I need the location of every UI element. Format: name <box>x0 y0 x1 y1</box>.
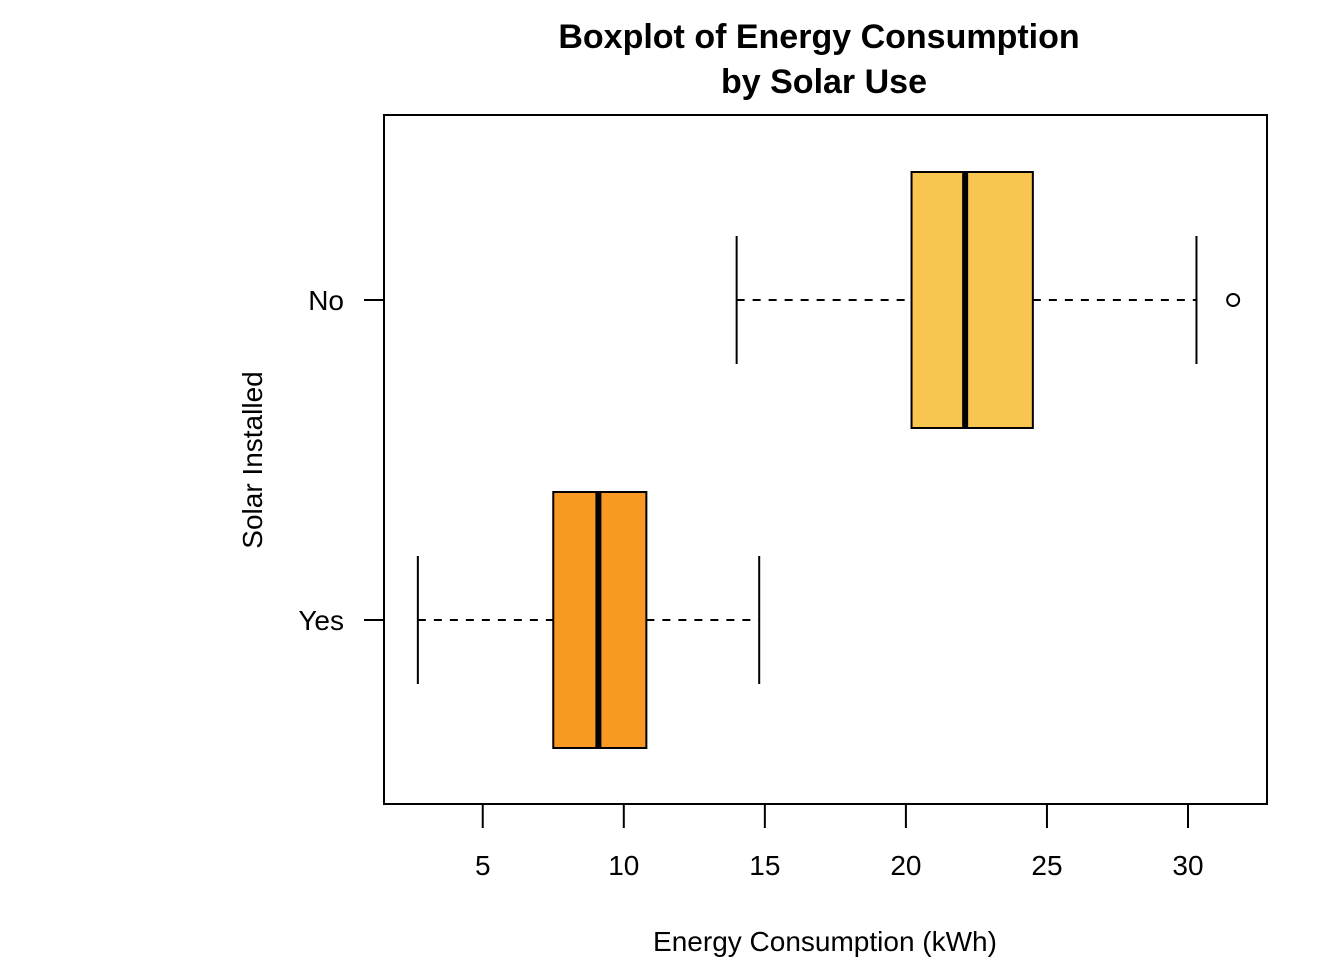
plot-area-frame <box>383 114 1268 805</box>
x-axis-label: Energy Consumption (kWh) <box>653 926 997 957</box>
x-tick-label-30: 30 <box>1172 850 1203 881</box>
x-tick-label-15: 15 <box>749 850 780 881</box>
y-tick-label-no: No <box>308 285 344 316</box>
y-axis: Yes No <box>298 285 385 636</box>
y-tick-label-yes: Yes <box>298 605 344 636</box>
chart-title-line-1: Boxplot of Energy Consumption <box>558 18 1079 56</box>
box-iqr-no <box>910 171 1034 429</box>
x-axis: 5 10 15 20 25 30 <box>475 803 1204 881</box>
x-tick-label-25: 25 <box>1031 850 1062 881</box>
box-group-yes <box>416 491 761 749</box>
x-tick-label-10: 10 <box>608 850 639 881</box>
chart-title-line-2: by Solar Use <box>721 63 927 101</box>
x-tick-label-20: 20 <box>890 850 921 881</box>
y-axis-label: Solar Installed <box>237 371 268 548</box>
outlier-point-no-0 <box>1226 293 1241 307</box>
box-series <box>416 171 1241 749</box>
x-tick-label-5: 5 <box>475 850 491 881</box>
box-group-no <box>735 171 1241 429</box>
